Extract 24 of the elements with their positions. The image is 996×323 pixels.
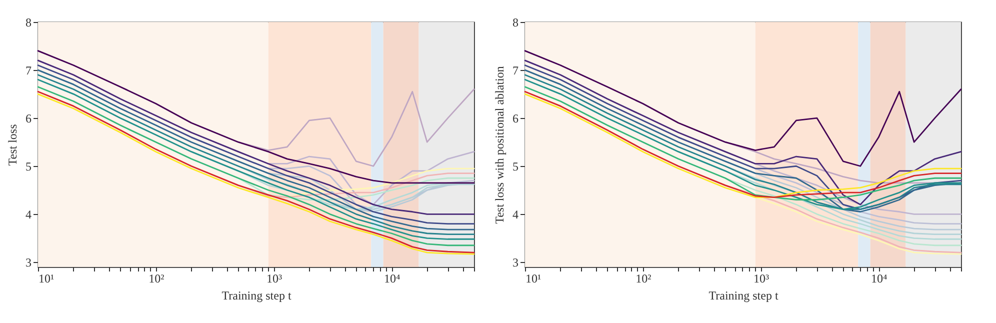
x-tick-label: 10²	[148, 272, 165, 286]
y-tick-label: 8	[26, 16, 32, 30]
y-tick-label: 5	[512, 160, 518, 174]
x-tick-label: 10⁴	[871, 272, 888, 286]
y-tick-label: 3	[26, 256, 32, 270]
y-tick-label: 7	[512, 64, 518, 78]
y-tick-label: 8	[512, 16, 518, 30]
x-tick-label: 10³	[753, 272, 770, 286]
y-tick-label: 4	[512, 208, 518, 222]
x-tick-label: 10⁴	[384, 272, 400, 286]
y-tick-label: 7	[26, 64, 32, 78]
x-tick-label: 10¹	[38, 272, 54, 286]
y-tick-label: 4	[26, 208, 32, 222]
x-tick-label: 10³	[266, 272, 282, 286]
y-tick-label: 5	[26, 160, 32, 174]
y-tick-label: 3	[512, 256, 518, 270]
x-tick-label: 10²	[636, 272, 652, 286]
x-tick-label: 10¹	[526, 272, 542, 286]
y-axis-title: Test loss with positional ablation	[492, 66, 506, 224]
y-tick-label: 6	[512, 112, 518, 126]
y-axis-title: Test loss	[6, 124, 20, 166]
y-tick-label: 6	[26, 112, 32, 126]
x-axis-title: Training step t	[222, 288, 292, 302]
x-axis-title: Training step t	[708, 288, 779, 302]
